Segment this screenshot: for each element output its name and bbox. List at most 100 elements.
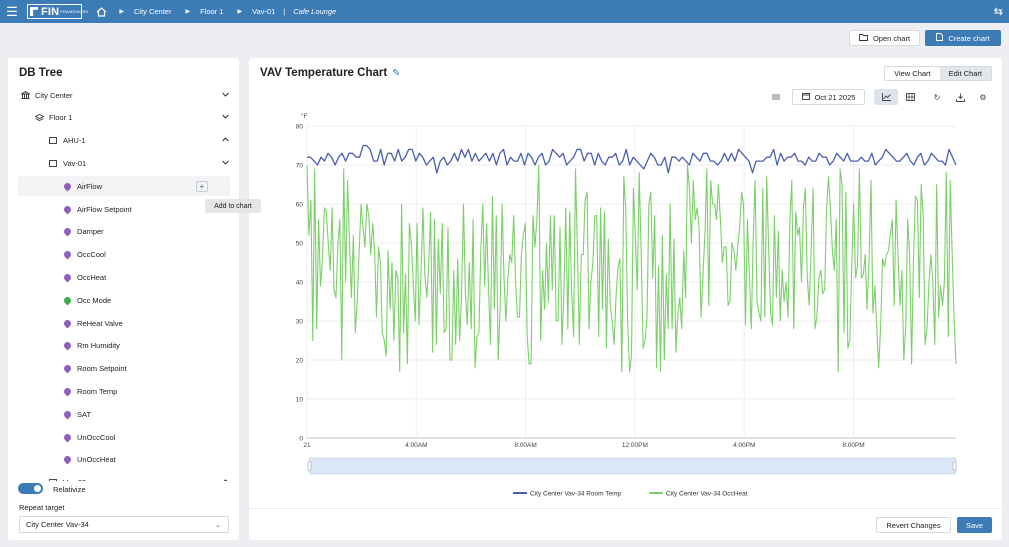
download-icon[interactable] bbox=[950, 89, 970, 105]
table-icon[interactable] bbox=[900, 89, 920, 105]
building-icon bbox=[20, 91, 30, 99]
app-logo[interactable]: FIN FRAMEWORK bbox=[27, 4, 89, 19]
tree-item-label: Occ Mode bbox=[77, 295, 112, 305]
tree-item-label: Room Temp bbox=[77, 386, 118, 396]
tree-item-unoccheat[interactable]: UnOccHeat bbox=[62, 450, 229, 470]
toggle-knob bbox=[34, 485, 41, 492]
box-icon bbox=[48, 479, 58, 481]
tree-item-floor-1[interactable]: Floor 1 bbox=[34, 108, 229, 128]
breadcrumb-city-center[interactable]: City Center bbox=[133, 7, 172, 16]
tree-item-damper[interactable]: Damper bbox=[62, 222, 229, 242]
chevron-up-icon[interactable] bbox=[222, 479, 229, 481]
y-tick-label: 10 bbox=[296, 397, 304, 404]
db-tree-panel: DB Tree City Center Floor 1 AHU-1 Vav-01 Air… bbox=[8, 58, 261, 540]
menu-icon[interactable]: ☰ bbox=[6, 3, 18, 19]
point-icon bbox=[62, 340, 72, 351]
point-icon bbox=[62, 181, 72, 192]
breadcrumb: ▶ City Center ▶ Floor 1 ▶ Vav-01 | Cafe … bbox=[96, 6, 336, 17]
tree-item-occ-mode[interactable]: Occ Mode bbox=[62, 290, 229, 310]
temperature-chart: 0 10 20 30 40 50 60 70 80 °F 21 4:00AM 8:00AM 12:00PM… bbox=[296, 112, 957, 498]
tree-item-reheat-valve[interactable]: ReHeat Valve bbox=[62, 313, 229, 333]
chevron-down-icon[interactable] bbox=[222, 160, 229, 167]
x-tick-label: 21 bbox=[303, 442, 311, 449]
point-icon bbox=[62, 295, 72, 306]
series-line-room-temp bbox=[307, 144, 957, 174]
repeat-target-label: Repeat target bbox=[19, 503, 65, 512]
save-button[interactable]: Save bbox=[957, 517, 992, 533]
y-tick-label: 20 bbox=[296, 358, 304, 365]
breadcrumb-arrow-icon: ▶ bbox=[119, 9, 124, 15]
compare-icon[interactable] bbox=[766, 89, 786, 105]
logo-text: FIN bbox=[41, 5, 60, 18]
tree-item-label: OccHeat bbox=[77, 272, 107, 282]
chevron-down-icon[interactable] bbox=[222, 92, 229, 99]
series-line-occheat bbox=[306, 164, 957, 373]
tree-item-room-setpoint[interactable]: Room Setpoint bbox=[62, 359, 229, 379]
line-chart-icon[interactable] bbox=[874, 89, 898, 105]
chevron-down-icon[interactable] bbox=[222, 114, 229, 121]
box-icon bbox=[48, 159, 58, 167]
range-handle-left bbox=[307, 461, 312, 471]
db-tree: City Center Floor 1 AHU-1 Vav-01 AirFlow AirF… bbox=[8, 85, 239, 481]
point-icon bbox=[62, 454, 72, 465]
db-tree-title: DB Tree bbox=[19, 67, 63, 79]
home-icon[interactable] bbox=[96, 6, 107, 17]
tree-item-label: AHU-1 bbox=[63, 136, 86, 146]
view-chart-button[interactable]: View Chart bbox=[885, 67, 940, 80]
x-tick-label: 8:00PM bbox=[842, 442, 864, 449]
y-tick-label: 80 bbox=[296, 124, 304, 131]
y-tick-label: 60 bbox=[296, 202, 304, 209]
new-file-icon bbox=[936, 33, 944, 43]
x-tick-label: 4:00PM bbox=[733, 442, 755, 449]
box-icon bbox=[48, 137, 58, 145]
tree-item-label: Floor 1 bbox=[49, 113, 73, 123]
tree-item-label: AirFlow bbox=[77, 181, 103, 191]
date-picker[interactable]: Oct 21 2025 bbox=[792, 89, 865, 105]
tree-item-room-temp[interactable]: Room Temp bbox=[62, 381, 229, 401]
x-tick-label: 4:00AM bbox=[405, 442, 427, 449]
edit-chart-button[interactable]: Edit Chart bbox=[939, 67, 991, 80]
tree-item-occcool[interactable]: OccCool bbox=[62, 245, 229, 265]
add-to-chart-tooltip: Add to chart bbox=[205, 199, 261, 213]
tree-item-unocccool[interactable]: UnOccCool bbox=[62, 427, 229, 447]
tree-item-airflow[interactable]: AirFlow bbox=[62, 176, 229, 196]
date-value: Oct 21 2025 bbox=[814, 92, 856, 102]
settings-gear-icon[interactable]: ⚙ bbox=[979, 92, 987, 102]
relativize-toggle[interactable] bbox=[18, 483, 43, 494]
tree-item-sat[interactable]: SAT bbox=[62, 404, 229, 424]
logo-subtext: FRAMEWORK bbox=[60, 8, 89, 14]
tree-item-vav-01[interactable]: Vav-01 bbox=[48, 153, 229, 173]
y-tick-label: 30 bbox=[296, 319, 304, 326]
folder-open-icon bbox=[858, 33, 868, 43]
y-tick-label: 70 bbox=[296, 163, 304, 170]
refresh-icon[interactable]: ↻ bbox=[933, 92, 941, 102]
repeat-target-select[interactable]: City Center Vav-34 ⌄ bbox=[19, 516, 229, 533]
y-unit-label: °F bbox=[301, 112, 308, 120]
tree-item-ahu-1[interactable]: AHU-1 bbox=[48, 131, 229, 151]
edit-pencil-icon[interactable]: ✎ bbox=[392, 67, 401, 79]
breadcrumb-arrow-icon: ▶ bbox=[237, 9, 243, 15]
open-chart-label: Open chart bbox=[872, 33, 911, 43]
y-tick-label: 40 bbox=[296, 280, 304, 287]
point-icon bbox=[62, 204, 72, 214]
tree-item-airflow-setpoint[interactable]: AirFlow Setpoint bbox=[62, 199, 229, 219]
tree-item-occheat[interactable]: OccHeat bbox=[62, 267, 229, 287]
sync-icon[interactable]: ⇆ bbox=[993, 6, 1003, 18]
chevron-up-icon[interactable] bbox=[222, 137, 229, 144]
tree-item-city-center[interactable]: City Center bbox=[20, 85, 229, 105]
add-to-chart-button[interactable]: + bbox=[196, 181, 208, 192]
tree-item-label: City Center bbox=[35, 90, 73, 100]
range-navigator bbox=[308, 457, 957, 475]
revert-changes-button[interactable]: Revert Changes bbox=[876, 517, 951, 533]
tree-item-label: Room Setpoint bbox=[77, 364, 127, 374]
chart-title-wrap: VAV Temperature Chart ✎ bbox=[260, 67, 401, 79]
open-chart-button[interactable]: Open chart bbox=[849, 30, 920, 46]
breadcrumb-vav-01[interactable]: Vav-01 bbox=[252, 7, 276, 16]
tree-item-vav-02[interactable]: Vav-02 bbox=[48, 473, 229, 481]
breadcrumb-floor-1[interactable]: Floor 1 bbox=[200, 7, 224, 16]
chart-panel: VAV Temperature Chart ✎ View Chart Edit … bbox=[249, 58, 1002, 540]
footer-divider bbox=[249, 508, 1002, 509]
tree-item-rm-humidity[interactable]: Rm Humidity bbox=[62, 336, 229, 356]
create-chart-button[interactable]: Create chart bbox=[925, 30, 1001, 46]
tree-item-label: OccCool bbox=[77, 250, 106, 260]
